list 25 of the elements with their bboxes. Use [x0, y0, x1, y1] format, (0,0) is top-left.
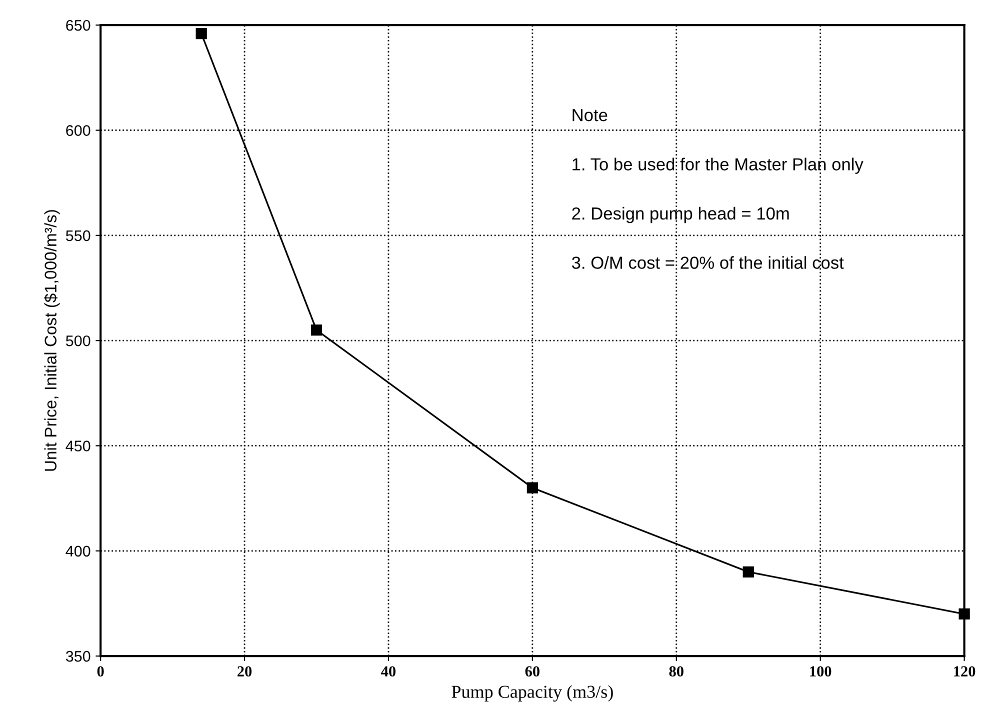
- point: [958, 608, 970, 620]
- y-tick-label: 400: [66, 546, 90, 557]
- x-tick-label: 40: [381, 666, 396, 677]
- x-tick-label: 120: [954, 666, 976, 677]
- point: [742, 566, 754, 578]
- y-tick-label: 500: [66, 335, 90, 346]
- annotation: 1. To be used for the Master Plan only: [572, 158, 864, 174]
- x-tick-label: 20: [238, 666, 252, 677]
- x-tick-label: 0: [97, 666, 104, 677]
- x-axis-title: Pump Capacity (m3/s): [452, 685, 613, 702]
- y-tick-label: 450: [66, 440, 90, 452]
- annotation: 2. Design pump head = 10m: [572, 206, 789, 224]
- y-tick-label: 600: [66, 125, 90, 136]
- y-axis-title: Unit Price, Initial Cost ($1,000/m³/s): [44, 210, 60, 471]
- point: [196, 28, 207, 40]
- point: [526, 482, 538, 494]
- y-tick-label: 350: [66, 650, 90, 662]
- point: [310, 324, 322, 336]
- x-tick-label: 100: [810, 666, 832, 677]
- y-tick-label: 650: [66, 20, 90, 31]
- x-tick-label: 80: [669, 666, 684, 677]
- x-tick-label: 60: [525, 666, 540, 677]
- y-tick-label: 550: [66, 230, 90, 242]
- annotation: Note: [572, 109, 608, 122]
- annotation: 3. O/M cost = 20% of the initial cost: [572, 256, 844, 269]
